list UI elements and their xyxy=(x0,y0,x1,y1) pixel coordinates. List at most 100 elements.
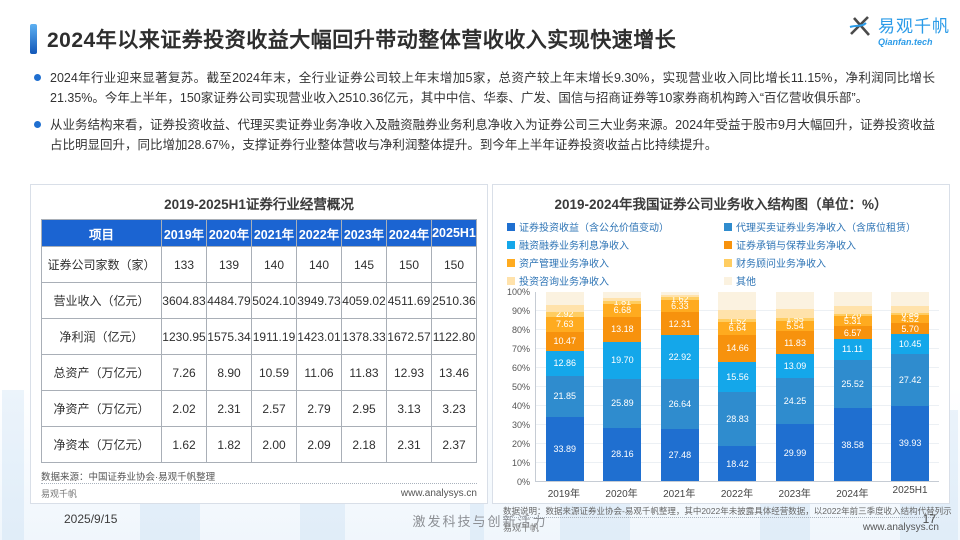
bar-value-label: 24.25 xyxy=(783,396,807,407)
table-cell: 2.18 xyxy=(341,426,387,463)
table-row: 净资产（万亿元） 2.02 2.31 2.57 2.79 2.95 3.13 3.23 xyxy=(41,390,477,427)
bar-value-label: 13.18 xyxy=(611,324,634,335)
legend-label: 融资融券业务利息净收入 xyxy=(519,241,629,252)
bar-value-label: 5.54 xyxy=(786,321,804,332)
brand-logo: 易观千帆 Qianfan.tech xyxy=(848,12,950,47)
bar-value-label: 27.42 xyxy=(898,374,922,385)
bar-segment xyxy=(891,291,930,306)
table-cell: 1672.57 xyxy=(386,318,432,355)
bar-value-label: 11.11 xyxy=(842,344,864,355)
table-cell: 133 xyxy=(161,246,207,283)
bullet-item: 2024年行业迎来显著复苏。截至2024年末，全行业证券公司较上年末增加5家，总… xyxy=(32,68,935,108)
bar-segment: 2.92 xyxy=(545,309,584,319)
table-cell: 7.26 xyxy=(161,354,207,391)
bar-segment: 28.83 xyxy=(718,391,757,447)
panel-footer-site-link[interactable]: www.analysys.cn xyxy=(400,488,477,499)
bar-value-label: 6.57 xyxy=(843,327,862,338)
bar-segment: 11.83 xyxy=(776,331,815,354)
table-cell: 净资本（万亿元） xyxy=(41,426,162,463)
legend-swatch xyxy=(724,222,732,231)
legend-swatch xyxy=(724,276,732,285)
table-cell: 1.82 xyxy=(206,426,252,463)
y-axis-tick: 40% xyxy=(511,401,530,411)
bar-value-label: 10.47 xyxy=(553,336,577,347)
legend-label: 证券投资收益（含公允价值变动） xyxy=(519,223,669,234)
bar-segment: 15.56 xyxy=(718,362,757,392)
footer-date: 2025/9/15 xyxy=(64,512,118,526)
table-cell: 1575.34 xyxy=(206,318,252,355)
legend-item: 财务顾问业务净收入 xyxy=(724,255,935,270)
bar-segment: 1.20 xyxy=(833,310,872,320)
table-cell: 13.46 xyxy=(431,354,477,391)
table-cell: 140 xyxy=(296,246,342,283)
table-cell: 5024.10 xyxy=(251,282,297,319)
legend-item: 证券投资收益（含公允价值变动） xyxy=(507,219,718,234)
panel-footer-site-link[interactable]: www.analysys.cn xyxy=(862,522,939,533)
y-axis-tick: 60% xyxy=(511,363,530,373)
industry-table: 项目 2019年 2020年 2021年 2022年 2023年 2024年 2025H1 证… xyxy=(41,219,477,463)
bar-segment: 12.86 xyxy=(545,351,584,376)
bar-segment xyxy=(718,309,757,320)
table-header-cell: 项目 xyxy=(41,219,162,247)
bar-segment: 28.16 xyxy=(603,427,642,481)
bar-segment xyxy=(660,292,699,296)
bar-value-label: 12.31 xyxy=(668,318,692,329)
y-axis-tick: 20% xyxy=(511,439,530,449)
bar-segment: 11.11 xyxy=(833,338,872,360)
table-cell: 12.93 xyxy=(386,354,432,391)
table-row: 证券公司家数（家） 133 139 140 140 145 150 150 xyxy=(41,246,477,283)
bar-value-label: 6.33 xyxy=(671,301,689,312)
table-cell: 1378.33 xyxy=(341,318,387,355)
bar-segment: 1.52 xyxy=(718,316,757,326)
bullet-dot-icon xyxy=(34,74,41,81)
table-cell: 10.59 xyxy=(251,354,297,391)
bar-value-label: 14.66 xyxy=(726,343,749,354)
y-axis-tick: 50% xyxy=(511,382,530,392)
bar-value-label: 27.48 xyxy=(668,450,692,461)
header: 2024年以来证券投资收益大幅回升带动整体营收收入实现快速增长 xyxy=(30,24,676,54)
table-header-cell: 2020年 xyxy=(206,219,252,247)
legend-swatch xyxy=(507,240,515,249)
table-cell: 4059.02 xyxy=(341,282,387,319)
bar-segment: 10.47 xyxy=(545,331,584,352)
legend-label: 资产管理业务净收入 xyxy=(519,259,609,270)
sail-icon xyxy=(848,14,874,45)
bar-value-label: 39.93 xyxy=(898,438,922,449)
bar-segment xyxy=(603,292,642,298)
bar-segment: 18.42 xyxy=(718,446,757,481)
bar-segment: 7.63 xyxy=(545,317,584,332)
legend-swatch xyxy=(507,258,515,267)
table-cell: 3949.73 xyxy=(296,282,342,319)
table-header-cell: 2025H1 xyxy=(431,219,477,247)
table-header-cell: 2019年 xyxy=(161,219,207,247)
bar-segment: 10.45 xyxy=(891,333,930,354)
chart-title: 2019-2024年我国证券公司业务收入结构图（单位：%） xyxy=(554,197,888,212)
table-cell: 8.90 xyxy=(206,354,252,391)
x-axis-label: 2022年 xyxy=(720,489,754,500)
legend-item: 证券承销与保荐业务净收入 xyxy=(724,237,935,252)
bar-segment: 6.57 xyxy=(833,326,872,339)
bar-segment: 14.66 xyxy=(718,334,757,363)
stacked-bar: 33.89 21.85 12.86 10.47 7.63 2.92 xyxy=(545,292,584,481)
table-cell: 4511.69 xyxy=(386,282,432,319)
legend-label: 代理买卖证券业务净收入（含席位租赁） xyxy=(736,223,916,234)
table-cell: 11.06 xyxy=(296,354,342,391)
y-axis-tick: 70% xyxy=(511,344,530,354)
bar-value-label: 19.70 xyxy=(611,355,634,366)
bar-value-label: 18.42 xyxy=(726,458,749,469)
bar-value-label: 29.99 xyxy=(783,447,807,458)
bar-segment: 21.85 xyxy=(545,375,584,417)
bar-segment xyxy=(660,295,699,298)
bar-segment: 0.88 xyxy=(891,309,930,319)
legend-item: 其他 xyxy=(724,273,935,288)
x-axis-label: 2024年 xyxy=(836,489,869,500)
panel-footer: 易观千帆 www.analysys.cn xyxy=(41,483,477,500)
table-cell: 净利润（亿元） xyxy=(41,318,162,355)
bar-value-label: 28.16 xyxy=(611,449,634,460)
logo-text-en: Qianfan.tech xyxy=(878,37,933,47)
legend-label: 证券承销与保荐业务净收入 xyxy=(736,241,856,252)
table-cell: 2.09 xyxy=(296,426,342,463)
bar-segment xyxy=(545,292,584,305)
bar-segment xyxy=(545,304,584,312)
